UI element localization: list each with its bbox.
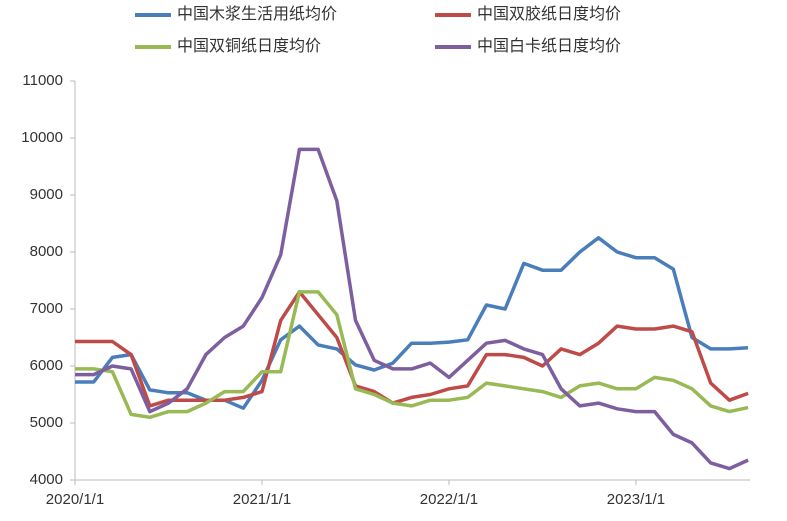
- x-tick-label: 2023/1/1: [607, 491, 665, 508]
- y-tick-label: 10000: [21, 129, 63, 146]
- y-tick-label: 11000: [22, 72, 63, 89]
- legend-label: 中国白卡纸日度均价: [477, 37, 621, 55]
- x-tick-label: 2021/1/1: [233, 491, 291, 508]
- series-line: [75, 290, 749, 408]
- legend-label: 中国木浆生活用纸均价: [177, 5, 337, 23]
- y-tick-label: 4000: [30, 471, 63, 488]
- x-tick-label: 2020/1/1: [46, 491, 104, 508]
- y-tick-label: 8000: [30, 243, 63, 260]
- series-line: [75, 290, 749, 420]
- y-tick-label: 5000: [30, 414, 63, 431]
- series-line: [75, 236, 749, 410]
- series-line: [75, 147, 749, 471]
- legend-label: 中国双铜纸日度均价: [177, 37, 321, 55]
- y-tick-label: 6000: [30, 357, 63, 374]
- x-tick-label: 2022/1/1: [420, 491, 478, 508]
- y-tick-label: 9000: [30, 186, 63, 203]
- y-tick-label: 7000: [30, 300, 63, 317]
- legend-label: 中国双胶纸日度均价: [477, 5, 621, 23]
